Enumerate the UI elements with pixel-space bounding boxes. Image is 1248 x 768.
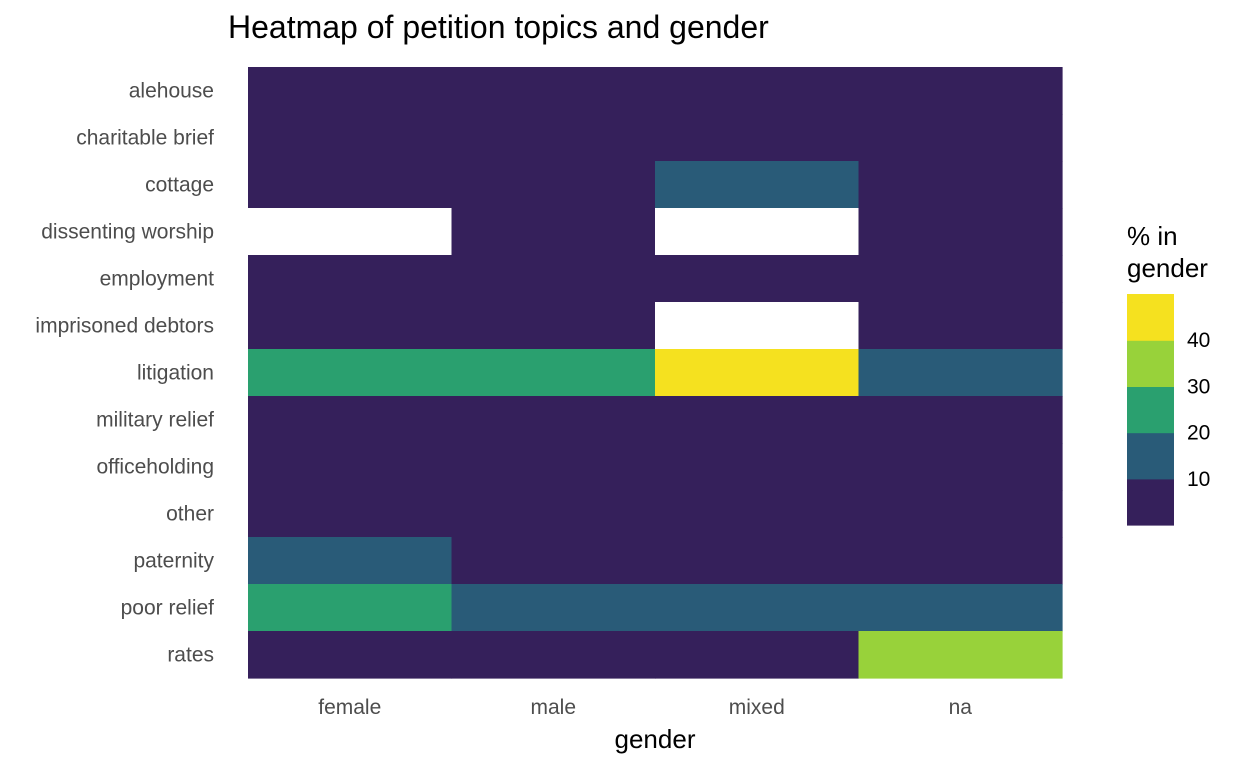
legend-title-line-2: gender <box>1127 253 1208 283</box>
heatmap-cell <box>655 490 860 538</box>
y-tick-label: rates <box>167 644 214 667</box>
heatmap-cell <box>451 443 656 491</box>
heatmap-cell <box>248 443 453 491</box>
x-tick-label: male <box>530 696 576 719</box>
heatmap-cell <box>451 302 656 350</box>
legend-color-bin <box>1127 294 1174 341</box>
legend-color-bin <box>1127 478 1174 526</box>
legend-tick-label: 30 <box>1187 375 1210 398</box>
heatmap-cell <box>655 537 860 585</box>
legend-color-bins <box>1127 294 1174 526</box>
heatmap-cell <box>451 255 656 303</box>
y-tick-label: other <box>166 503 214 526</box>
legend-tick-label: 20 <box>1187 422 1210 445</box>
heatmap-cell <box>248 584 453 632</box>
heatmap-cell <box>858 396 1063 444</box>
heatmap-cell <box>858 349 1063 397</box>
heatmap-cell <box>858 208 1063 256</box>
heatmap-cell <box>655 302 860 350</box>
heatmap-cell <box>248 349 453 397</box>
y-tick-label: officeholding <box>96 456 214 479</box>
heatmap-cell <box>248 537 453 585</box>
heatmap-cell <box>451 208 656 256</box>
y-tick-label: litigation <box>137 362 214 385</box>
heatmap-cell <box>248 208 453 256</box>
y-tick-label: cottage <box>145 174 214 197</box>
legend-color-bin <box>1127 432 1174 480</box>
heatmap-cell <box>451 490 656 538</box>
heatmap-cell <box>858 490 1063 538</box>
y-tick-label: charitable brief <box>76 127 214 150</box>
heatmap-cell <box>248 396 453 444</box>
legend: % in gender 10 20 30 40 <box>1127 221 1210 526</box>
chart-title: Heatmap of petition topics and gender <box>228 9 769 45</box>
heatmap-cell <box>248 255 453 303</box>
heatmap-cell <box>655 67 860 115</box>
heatmap-cell <box>858 631 1063 679</box>
heatmap-cell <box>451 114 656 162</box>
y-axis-ticks: alehouse charitable brief cottage dissentin… <box>35 80 214 667</box>
x-tick-label: mixed <box>729 696 785 719</box>
heatmap-cell <box>248 490 453 538</box>
heatmap-cell <box>655 584 860 632</box>
heatmap-cell <box>655 208 860 256</box>
legend-tick-labels: 10 20 30 40 <box>1187 329 1210 491</box>
x-tick-label: na <box>949 696 973 719</box>
heatmap-cell <box>858 255 1063 303</box>
heatmap-cell <box>858 161 1063 209</box>
y-tick-label: imprisoned debtors <box>35 315 214 338</box>
heatmap-cell <box>451 161 656 209</box>
heatmap-cell <box>451 584 656 632</box>
heatmap-cell <box>248 161 453 209</box>
heatmap-cell <box>858 114 1063 162</box>
x-axis-ticks: female male mixed na <box>318 696 972 719</box>
heatmap-cell <box>248 631 453 679</box>
heatmap-cell <box>248 67 453 115</box>
y-tick-label: poor relief <box>121 597 215 620</box>
heatmap-cell <box>451 537 656 585</box>
heatmap-cell <box>451 67 656 115</box>
heatmap-cell <box>858 584 1063 632</box>
x-axis-label: gender <box>615 724 696 754</box>
y-tick-label: paternity <box>133 550 214 573</box>
y-tick-label: dissenting worship <box>41 221 214 244</box>
heatmap-cell <box>858 443 1063 491</box>
heatmap-cell <box>451 396 656 444</box>
heatmap-cell <box>655 631 860 679</box>
heatmap-cell <box>655 114 860 162</box>
legend-tick-label: 40 <box>1187 329 1210 352</box>
y-tick-label: military relief <box>96 409 214 432</box>
heatmap-cell <box>655 161 860 209</box>
heatmap-cells <box>248 67 1063 679</box>
x-tick-label: female <box>318 696 381 719</box>
heatmap-cell <box>655 396 860 444</box>
legend-color-bin <box>1127 340 1174 387</box>
heatmap-cell <box>655 349 860 397</box>
heatmap-cell <box>248 302 453 350</box>
heatmap-cell <box>858 67 1063 115</box>
heatmap-cell <box>248 114 453 162</box>
heatmap-cell <box>655 443 860 491</box>
legend-title-line-1: % in <box>1127 221 1178 251</box>
y-tick-label: employment <box>100 268 215 291</box>
heatmap-cell <box>451 349 656 397</box>
heatmap-cell <box>858 302 1063 350</box>
heatmap-cell <box>858 537 1063 585</box>
heatmap-cell <box>451 631 656 679</box>
legend-tick-label: 10 <box>1187 468 1210 491</box>
heatmap-cell <box>655 255 860 303</box>
y-tick-label: alehouse <box>129 80 214 103</box>
legend-color-bin <box>1127 386 1174 434</box>
